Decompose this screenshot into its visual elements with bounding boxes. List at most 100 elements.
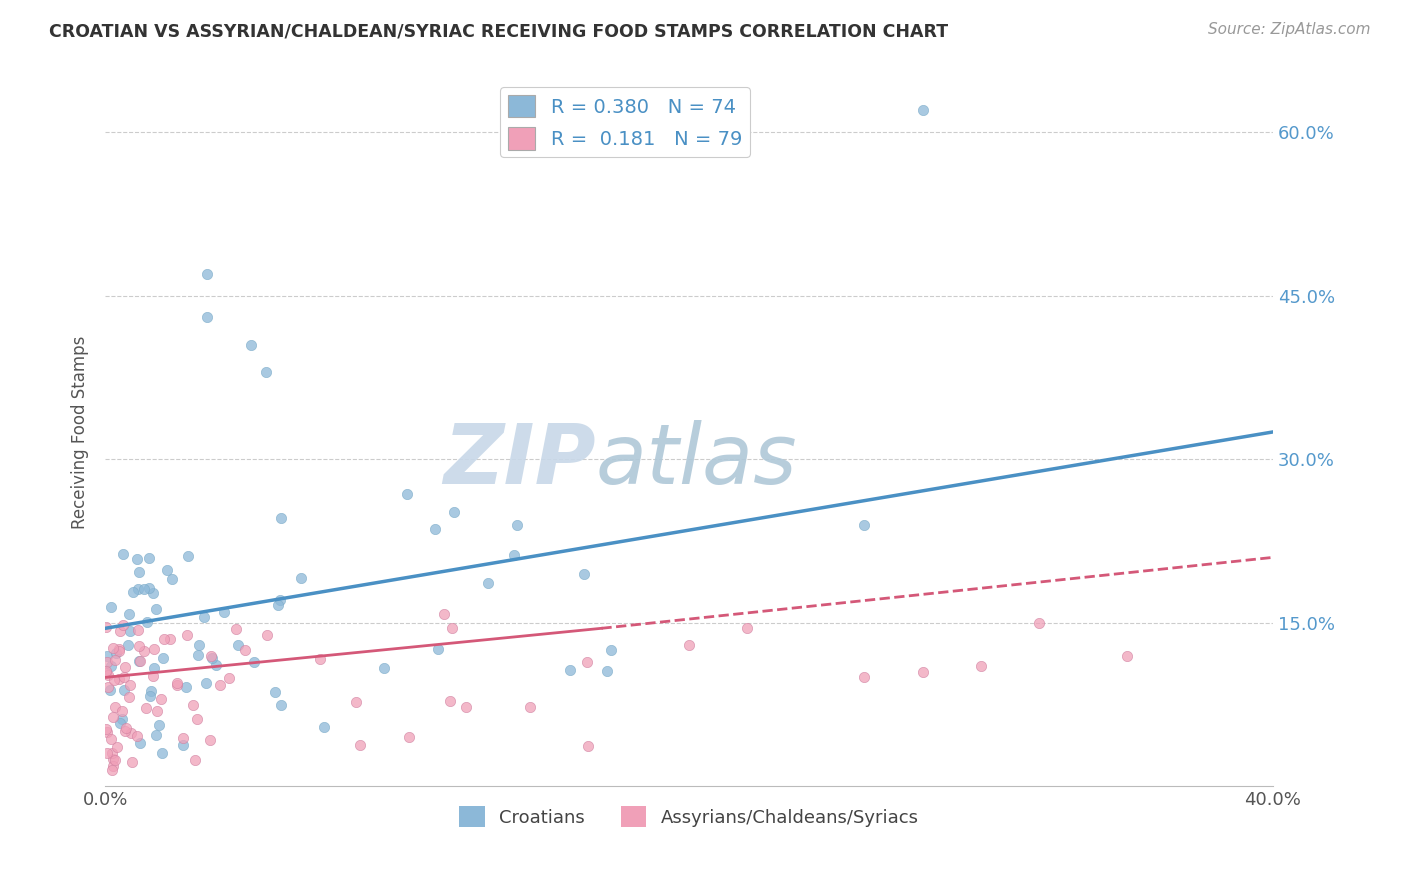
Point xyxy=(396,487,419,501)
Point xyxy=(267,598,290,612)
Point xyxy=(146,704,169,718)
Point xyxy=(502,549,524,563)
Point xyxy=(96,620,118,634)
Point xyxy=(212,605,235,619)
Point xyxy=(104,699,127,714)
Point xyxy=(240,337,263,351)
Point xyxy=(96,648,118,663)
Point xyxy=(149,692,172,706)
Point xyxy=(576,656,599,670)
Point xyxy=(558,663,581,677)
Point xyxy=(576,739,599,754)
Point xyxy=(440,621,463,635)
Point xyxy=(120,726,142,740)
Point xyxy=(270,511,292,525)
Point xyxy=(290,571,312,585)
Point xyxy=(103,710,125,724)
Point xyxy=(160,572,183,586)
Point xyxy=(201,651,224,665)
Point xyxy=(184,753,207,767)
Point xyxy=(121,585,143,599)
Point xyxy=(176,628,198,642)
Point xyxy=(150,747,173,761)
Point xyxy=(195,310,218,325)
Point xyxy=(181,698,204,712)
Point xyxy=(188,639,211,653)
Point xyxy=(114,660,136,674)
Point xyxy=(128,654,150,668)
Point xyxy=(94,665,117,680)
Point xyxy=(112,682,135,697)
Text: ZIP: ZIP xyxy=(443,420,596,500)
Point xyxy=(166,676,188,690)
Point xyxy=(128,566,150,580)
Point xyxy=(101,759,124,773)
Point xyxy=(193,610,215,624)
Point xyxy=(104,646,127,660)
Point xyxy=(148,718,170,732)
Point xyxy=(264,685,287,699)
Point xyxy=(519,700,541,714)
Point xyxy=(678,638,700,652)
Point xyxy=(132,582,155,596)
Point xyxy=(97,668,120,682)
Point xyxy=(312,720,335,734)
Point xyxy=(599,643,621,657)
Point xyxy=(111,704,134,718)
Point xyxy=(970,659,993,673)
Point xyxy=(128,639,150,653)
Point xyxy=(425,522,447,536)
Point xyxy=(96,724,118,739)
Point xyxy=(1028,615,1050,630)
Point xyxy=(94,722,117,736)
Point xyxy=(186,712,208,726)
Point xyxy=(121,755,143,769)
Point xyxy=(108,644,131,658)
Point xyxy=(853,517,876,532)
Point xyxy=(100,731,122,746)
Point xyxy=(111,713,134,727)
Point xyxy=(145,728,167,742)
Point xyxy=(195,675,218,690)
Point xyxy=(117,638,139,652)
Point xyxy=(226,639,249,653)
Point xyxy=(443,505,465,519)
Point xyxy=(101,640,124,655)
Point xyxy=(118,607,141,621)
Point xyxy=(112,670,135,684)
Point xyxy=(101,746,124,760)
Text: CROATIAN VS ASSYRIAN/CHALDEAN/SYRIAC RECEIVING FOOD STAMPS CORRELATION CHART: CROATIAN VS ASSYRIAN/CHALDEAN/SYRIAC REC… xyxy=(49,22,948,40)
Point xyxy=(204,658,226,673)
Point xyxy=(138,581,160,595)
Point xyxy=(103,673,125,687)
Point xyxy=(572,566,595,581)
Point xyxy=(143,642,166,657)
Point xyxy=(254,365,277,379)
Point xyxy=(269,593,291,607)
Text: Source: ZipAtlas.com: Source: ZipAtlas.com xyxy=(1208,22,1371,37)
Point xyxy=(139,690,162,704)
Point xyxy=(256,628,278,642)
Point xyxy=(103,753,125,767)
Point xyxy=(111,617,134,632)
Point xyxy=(108,642,131,657)
Point xyxy=(96,664,118,678)
Point xyxy=(118,624,141,638)
Point xyxy=(97,680,120,694)
Point xyxy=(427,642,450,657)
Point xyxy=(166,678,188,692)
Point xyxy=(142,669,165,683)
Point xyxy=(737,621,759,635)
Point xyxy=(208,677,231,691)
Point xyxy=(125,552,148,566)
Point xyxy=(118,690,141,705)
Point xyxy=(136,615,159,630)
Point xyxy=(187,648,209,662)
Point xyxy=(172,731,194,745)
Point xyxy=(853,670,876,684)
Point xyxy=(200,648,222,663)
Point xyxy=(433,607,456,621)
Point xyxy=(156,563,179,577)
Y-axis label: Receiving Food Stamps: Receiving Food Stamps xyxy=(72,335,89,529)
Point xyxy=(152,632,174,647)
